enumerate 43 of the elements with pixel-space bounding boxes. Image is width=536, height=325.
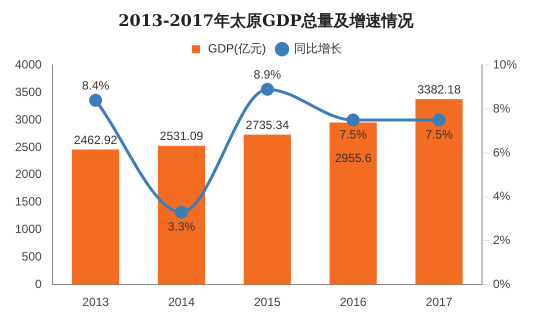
- data-label: 3382.18: [417, 82, 462, 96]
- y-tick-label: 2000: [14, 167, 42, 182]
- point: [174, 206, 188, 219]
- y-tick-label: 500: [22, 249, 42, 264]
- x-tick-label: 2015: [254, 295, 282, 310]
- y2-tick-label: 8%: [492, 101, 511, 116]
- y-tick-label: 2500: [14, 140, 42, 154]
- data-label: 2955.6: [334, 150, 372, 165]
- data-label: 8.9%: [254, 68, 282, 82]
- point: [432, 114, 446, 127]
- data-label: 7.5%: [340, 127, 368, 142]
- bar: [158, 146, 206, 285]
- y-tick-label: 0: [35, 276, 42, 291]
- y-tick-label: 3500: [14, 84, 42, 99]
- data-label: 7.5%: [425, 127, 454, 142]
- point: [89, 94, 102, 107]
- data-label: 2531.09: [160, 129, 204, 144]
- y-tick-label: 3000: [14, 112, 42, 126]
- bar: [415, 99, 463, 285]
- chart-title: 2013-2017年太原GDP总量及增速情况: [118, 10, 415, 30]
- point: [260, 82, 274, 96]
- legend-label: GDP(亿元): [208, 42, 266, 56]
- y2-tick-label: 4%: [492, 189, 511, 204]
- y-tick-label: 1000: [14, 222, 42, 236]
- bar: [72, 150, 120, 285]
- y-tick-label: 4000: [14, 58, 42, 72]
- data-label: 8.4%: [82, 78, 110, 93]
- y-tick-label: 1500: [14, 194, 42, 209]
- legend-label: 同比增长: [294, 42, 342, 56]
- x-tick-label: 2017: [426, 295, 453, 310]
- y2-tick-label: 10%: [492, 58, 518, 72]
- point: [346, 114, 360, 127]
- y2-tick-label: 6%: [492, 145, 511, 160]
- y2-tick-label: 0%: [492, 276, 511, 291]
- bar: [330, 122, 377, 285]
- x-tick-label: 2013: [82, 295, 110, 310]
- data-label: 3.3%: [168, 220, 196, 234]
- x-tick-label: 2016: [340, 295, 367, 310]
- bar: [244, 134, 291, 285]
- x-tick-label: 2014: [168, 295, 196, 310]
- data-label: 2735.34: [246, 118, 290, 132]
- y2-tick-label: 2%: [492, 233, 511, 248]
- data-label: 2462.92: [74, 132, 118, 147]
